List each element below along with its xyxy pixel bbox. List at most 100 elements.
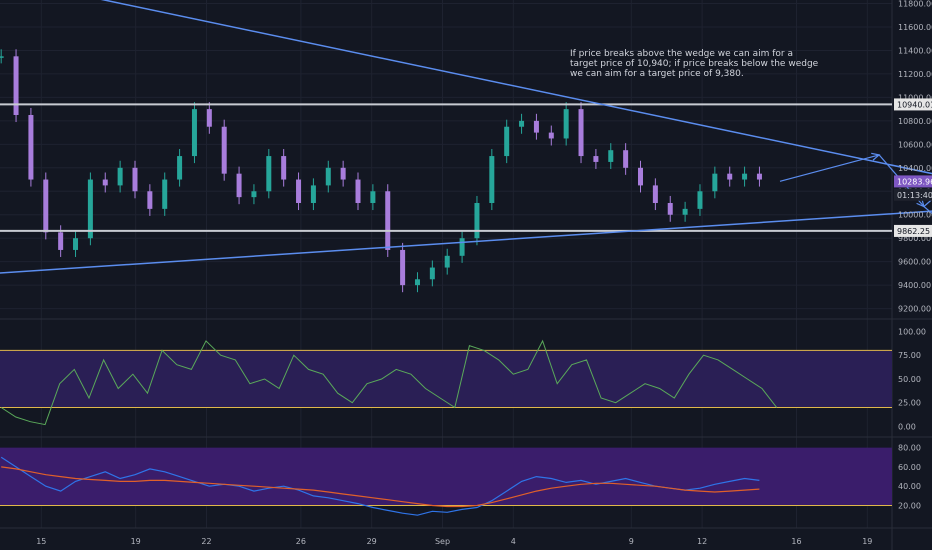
trendline bbox=[100, 0, 932, 175]
price-tag-label: 10283.96 bbox=[897, 177, 932, 186]
oscillator-band bbox=[0, 447, 892, 506]
candle-body bbox=[102, 179, 108, 186]
price-tick-label: 10800.00 bbox=[898, 117, 932, 126]
price-tag-box bbox=[894, 224, 932, 237]
rsi-band bbox=[0, 350, 892, 408]
time-tick-label: 15 bbox=[36, 537, 46, 546]
time-tick-label: 19 bbox=[131, 537, 141, 546]
price-tag-label: 9862.25 bbox=[897, 227, 930, 236]
price-tick-label: 11400.00 bbox=[898, 46, 932, 55]
time-tick-label: 12 bbox=[697, 537, 707, 546]
candle-body bbox=[742, 173, 748, 180]
price-tick-label: 10600.00 bbox=[898, 140, 932, 149]
rsi-tick-label: 75.00 bbox=[898, 351, 921, 360]
candle-body bbox=[400, 249, 406, 286]
price-tag-box bbox=[894, 98, 932, 111]
candle-body bbox=[73, 238, 79, 250]
wedge-trendlines bbox=[0, 0, 932, 274]
price-tick-label: 11800.00 bbox=[898, 0, 932, 9]
candle-body bbox=[504, 126, 510, 157]
oscillator-fast-line bbox=[0, 456, 760, 516]
candle-body bbox=[325, 167, 331, 186]
trendline bbox=[0, 210, 932, 274]
time-tick-label: 29 bbox=[367, 537, 377, 546]
candle-body bbox=[221, 126, 227, 174]
price-tick-label: 11000.00 bbox=[898, 93, 932, 102]
candle-body bbox=[756, 173, 762, 180]
candle-body bbox=[28, 114, 34, 180]
candle-body bbox=[266, 156, 272, 192]
candle-body bbox=[206, 109, 212, 127]
candle-body bbox=[58, 232, 64, 250]
candle-body bbox=[429, 267, 435, 280]
candle-body bbox=[563, 109, 569, 139]
rsi-tick-label: 50.00 bbox=[898, 375, 921, 384]
candle-body bbox=[548, 132, 554, 139]
candle-body bbox=[608, 150, 614, 162]
candle-body bbox=[712, 173, 718, 192]
price-tag-box bbox=[894, 175, 932, 188]
time-tick-label: 4 bbox=[511, 537, 516, 546]
candle-body bbox=[638, 167, 644, 186]
price-tick-label: 11600.00 bbox=[898, 23, 932, 32]
price-tick-label: 9800.00 bbox=[898, 234, 931, 243]
price-tag-box bbox=[894, 188, 932, 201]
candle-body bbox=[444, 255, 450, 268]
price-tick-label: 10000.00 bbox=[898, 211, 932, 220]
rsi-tick-label: 0.00 bbox=[898, 422, 916, 431]
price-tag-label: 10940.01 bbox=[897, 100, 932, 109]
candle-body bbox=[43, 179, 49, 233]
rsi-pane: 100.00 75.00 50.00 25.00 0.00 bbox=[0, 327, 926, 431]
projection-segment bbox=[779, 154, 880, 182]
candle-body bbox=[370, 191, 376, 204]
time-tick-label: 16 bbox=[791, 537, 801, 546]
candle-body bbox=[13, 56, 19, 115]
rsi-line bbox=[0, 339, 778, 426]
candle-body bbox=[281, 156, 287, 180]
candle-body bbox=[682, 208, 688, 215]
oscillator-slow-line bbox=[1, 466, 760, 508]
price-tick-label: 9600.00 bbox=[898, 258, 931, 267]
time-tick-label: 26 bbox=[296, 537, 306, 546]
candle-body bbox=[489, 156, 495, 204]
candle-body bbox=[727, 173, 733, 180]
rsi-tick-label: 100.00 bbox=[898, 327, 926, 336]
candle-body bbox=[340, 167, 346, 180]
oscillator-tick-label: 40.00 bbox=[898, 482, 921, 491]
candle-body bbox=[623, 150, 629, 168]
candle-body bbox=[147, 191, 153, 209]
price-tick-label: 10400.00 bbox=[898, 164, 932, 173]
candle-body bbox=[251, 191, 257, 198]
candle-body bbox=[533, 120, 539, 133]
candle-body bbox=[459, 238, 465, 256]
price-tick-label: 9400.00 bbox=[898, 281, 931, 290]
candle-body bbox=[162, 179, 168, 209]
time-tick-label: Sep bbox=[435, 537, 450, 546]
time-axis: 1519222629Sep491216192326Oc bbox=[36, 537, 872, 546]
arrow-head bbox=[871, 152, 881, 161]
candle-body bbox=[117, 167, 123, 186]
candle-body bbox=[593, 156, 599, 162]
candle-body bbox=[519, 120, 525, 127]
price-tick-label: 11200.00 bbox=[898, 70, 932, 79]
candle-body bbox=[414, 279, 420, 286]
candle-body bbox=[177, 156, 183, 180]
price-tag-label: 01:13:40 bbox=[897, 191, 932, 200]
candle-body bbox=[355, 179, 361, 204]
price-tags: 10940.01 10283.96 01:13:40 9862.25 bbox=[894, 98, 932, 237]
candle-body bbox=[132, 167, 138, 192]
candlestick-series bbox=[0, 49, 762, 293]
candle-body bbox=[474, 203, 480, 239]
oscillator-tick-label: 80.00 bbox=[898, 444, 921, 453]
candle-body bbox=[667, 203, 673, 215]
candle-body bbox=[578, 109, 584, 157]
wedge-annotation: If price breaks above the wedge we can a… bbox=[570, 49, 819, 79]
candle-body bbox=[296, 179, 302, 204]
time-tick-label: 9 bbox=[629, 537, 634, 546]
time-tick-label: 19 bbox=[862, 537, 872, 546]
oscillator-tick-label: 60.00 bbox=[898, 463, 921, 472]
candle-body bbox=[385, 191, 391, 250]
candle-body bbox=[191, 109, 197, 157]
candle-body bbox=[236, 173, 242, 198]
